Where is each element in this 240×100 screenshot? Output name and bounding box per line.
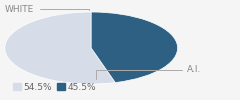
Text: A.I.: A.I. [96, 66, 202, 79]
Wedge shape [5, 12, 115, 84]
Text: WHITE: WHITE [5, 4, 89, 14]
Legend: 54.5%, 45.5%: 54.5%, 45.5% [9, 79, 100, 95]
Wedge shape [91, 12, 178, 83]
